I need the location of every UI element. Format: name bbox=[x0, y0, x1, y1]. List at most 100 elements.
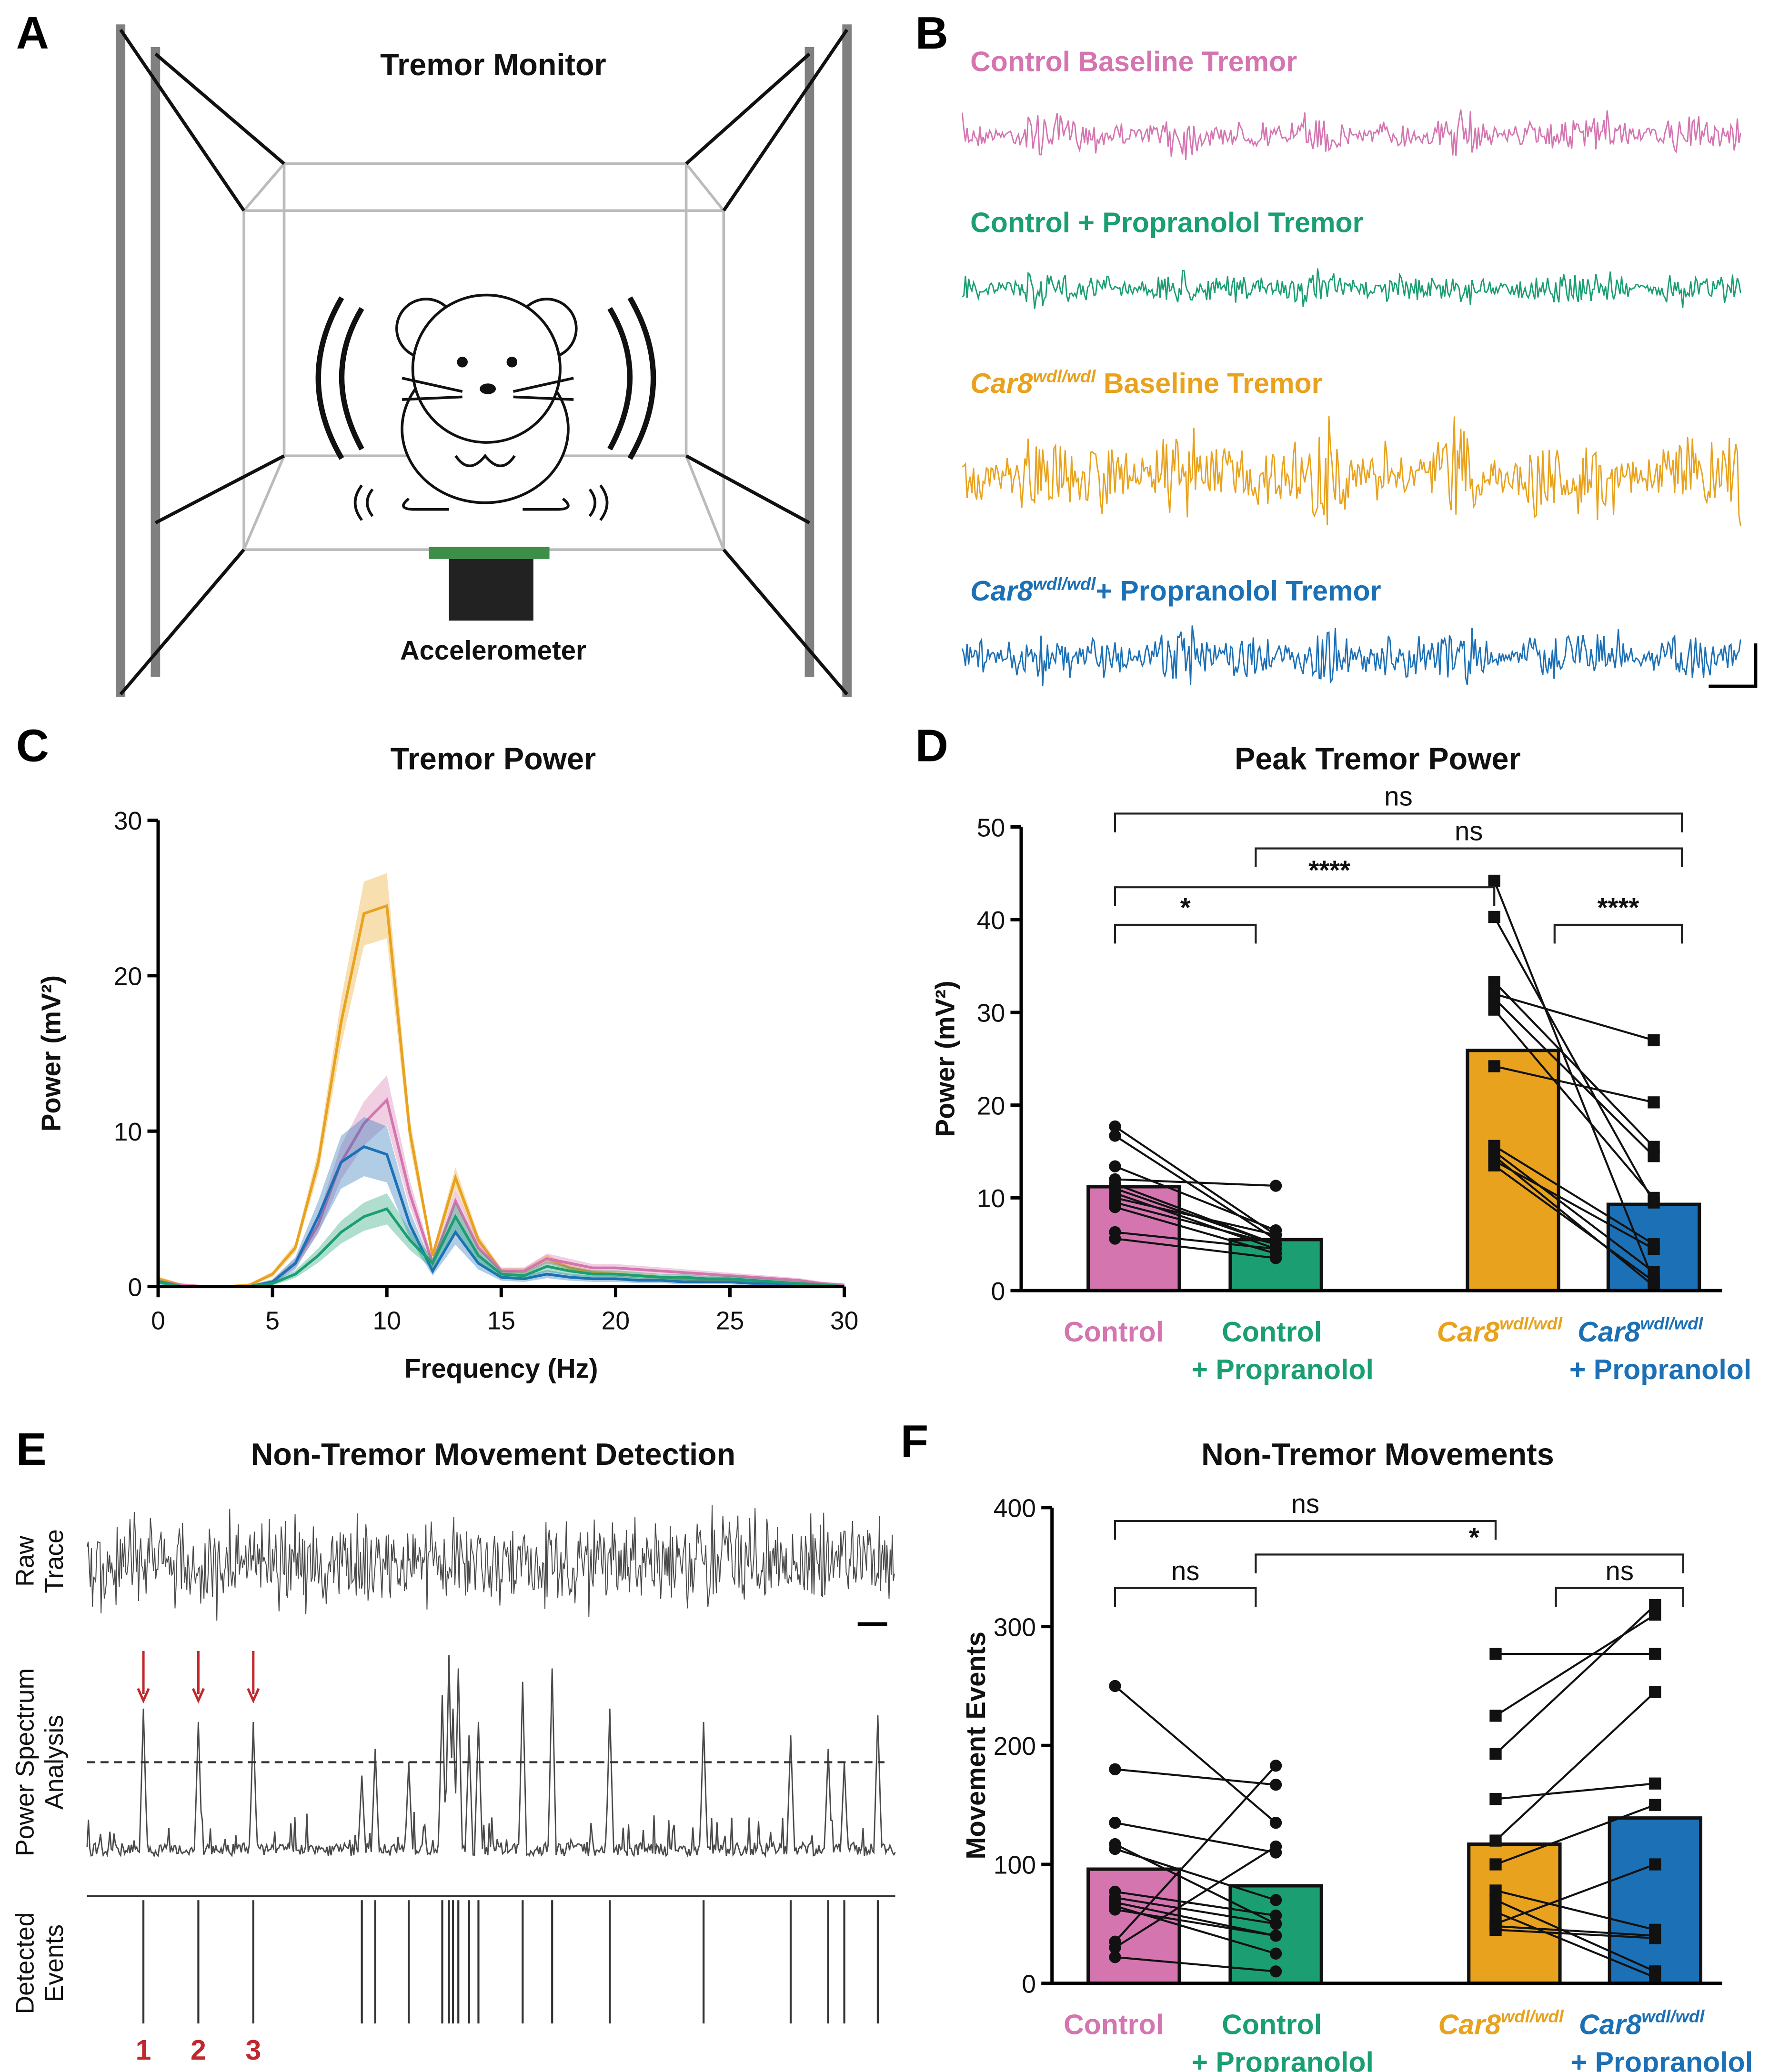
row-label: Detected Events bbox=[11, 1912, 69, 2014]
pair-line bbox=[1493, 1155, 1655, 1287]
series-line bbox=[158, 1207, 844, 1288]
pair-line bbox=[1494, 1065, 1654, 1103]
significance-label: ns bbox=[1455, 816, 1483, 846]
y-tick-label: 10 bbox=[977, 1185, 1005, 1213]
category-label-line2: + Propranolol bbox=[1191, 2046, 1373, 2072]
trace-title-superscript: wdl/wdl bbox=[1033, 366, 1096, 386]
data-point bbox=[1488, 1003, 1500, 1016]
data-point bbox=[1489, 1894, 1502, 1906]
pair-line bbox=[1114, 1765, 1277, 1942]
panel-e-title: Non-Tremor Movement Detection bbox=[251, 1437, 735, 1471]
arrow-head-icon bbox=[191, 1688, 205, 1704]
data-point bbox=[1109, 1201, 1121, 1213]
category-label: Car8wdl/wdl bbox=[1437, 1314, 1563, 1348]
data-point bbox=[1109, 1232, 1121, 1245]
row-label-line: Raw bbox=[11, 1536, 39, 1587]
data-point bbox=[1269, 1242, 1282, 1255]
data-point bbox=[1269, 1760, 1282, 1772]
data-point bbox=[1489, 1834, 1502, 1847]
chart-title: Tremor Power bbox=[391, 741, 596, 776]
significance-bracket bbox=[1255, 847, 1683, 867]
data-point bbox=[1648, 1034, 1660, 1047]
trace-title: Car8wdl/wdl Baseline Tremor bbox=[970, 366, 1323, 399]
pair-line bbox=[1115, 1768, 1276, 1786]
y-tick-label: 50 bbox=[977, 814, 1005, 842]
chart-title: Non-Tremor Movements bbox=[1201, 1437, 1554, 1471]
significance-bracket bbox=[1114, 1587, 1257, 1607]
pair-line bbox=[1114, 1135, 1276, 1241]
y-tick-label: 0 bbox=[128, 1273, 142, 1301]
data-point bbox=[1488, 976, 1500, 988]
pair-line bbox=[1495, 1691, 1656, 1842]
pair-line bbox=[1115, 1848, 1276, 1901]
tremor-trace bbox=[962, 268, 1741, 309]
pair-line bbox=[1494, 993, 1654, 1041]
row-label-line: Trace bbox=[40, 1529, 69, 1593]
bar bbox=[1086, 1185, 1181, 1292]
panel-a-title: Tremor Monitor bbox=[380, 47, 606, 82]
row-label-line: Power Spectrum bbox=[11, 1668, 39, 1856]
data-point bbox=[1109, 1130, 1121, 1142]
category-name: Car8 bbox=[1437, 1316, 1500, 1348]
y-tick-label: 300 bbox=[994, 1613, 1036, 1642]
data-point bbox=[1648, 1150, 1660, 1162]
y-tick-label: 400 bbox=[994, 1495, 1036, 1523]
significance-label: **** bbox=[1308, 855, 1350, 885]
arrow-head-icon bbox=[247, 1688, 260, 1704]
data-point bbox=[1269, 1894, 1282, 1906]
x-tick-label: 25 bbox=[716, 1307, 744, 1335]
significance-label: * bbox=[1180, 892, 1191, 922]
arrow-head-icon bbox=[137, 1688, 150, 1704]
data-point bbox=[1109, 1680, 1121, 1692]
trace-title: Control Baseline Tremor bbox=[970, 46, 1297, 78]
row-label-line: Detected bbox=[11, 1912, 39, 2014]
category-name: Car8 bbox=[1579, 2009, 1642, 2041]
pair-line bbox=[1115, 1237, 1276, 1260]
series-line bbox=[158, 1097, 844, 1288]
pair-line bbox=[1115, 1822, 1276, 1854]
data-point bbox=[1649, 1648, 1661, 1660]
category-label: Control bbox=[1222, 1316, 1322, 1348]
pair-line bbox=[1494, 1160, 1655, 1250]
data-point bbox=[1649, 1858, 1661, 1871]
data-point bbox=[1109, 1763, 1121, 1775]
significance-bracket bbox=[1255, 1553, 1685, 1573]
data-point bbox=[1109, 1951, 1121, 1963]
trace-title-rest: Baseline Tremor bbox=[1096, 368, 1322, 399]
category-name: Control bbox=[1222, 1316, 1322, 1348]
category-name: Control bbox=[1222, 2009, 1322, 2041]
scale-bar bbox=[1709, 643, 1758, 688]
data-point bbox=[1489, 1923, 1502, 1936]
category-label-line2: + Propranolol bbox=[1191, 1354, 1373, 1385]
category-label: Control bbox=[1222, 2009, 1322, 2041]
trace-title-superscript: wdl/wdl bbox=[1033, 574, 1096, 594]
event-number: 1 bbox=[136, 2034, 151, 2066]
significance-label: ns bbox=[1291, 1489, 1319, 1519]
trace-title-rest: + Propranolol Tremor bbox=[1096, 575, 1381, 607]
panel-d: D Peak Tremor Power 0 10 20 30 40 50 Power (mV²)… bbox=[915, 721, 1752, 1385]
panel-c: C Tremor Power 0 10 20 30 0 5 10 15 20 25 30 Frequenc… bbox=[16, 721, 859, 1383]
category-name: Car8 bbox=[1578, 1316, 1640, 1348]
pair-line bbox=[1495, 1925, 1655, 1937]
data-point bbox=[1489, 1748, 1502, 1760]
y-tick-label: 30 bbox=[114, 807, 142, 835]
chart-title: Peak Tremor Power bbox=[1235, 741, 1521, 776]
y-tick-label: 20 bbox=[977, 1092, 1005, 1120]
pair-line bbox=[1495, 1782, 1656, 1800]
significance-label: **** bbox=[1598, 892, 1639, 922]
data-point bbox=[1269, 1229, 1282, 1241]
data-point bbox=[1109, 1942, 1121, 1954]
panel-label-f: F bbox=[901, 1416, 928, 1467]
data-point bbox=[1649, 1799, 1661, 1811]
pair-line bbox=[1493, 1151, 1655, 1273]
event-number: 3 bbox=[245, 2034, 261, 2066]
trace-title-genotype: Car8 bbox=[970, 368, 1033, 399]
category-label: Car8wdl/wdl bbox=[1438, 2006, 1564, 2040]
pair-line bbox=[1115, 1165, 1276, 1231]
pair-line bbox=[1115, 1201, 1276, 1245]
significance-bracket bbox=[1114, 886, 1496, 906]
category-label-line2: + Propranolol bbox=[1569, 1354, 1751, 1385]
category-superscript: wdl/wdl bbox=[1640, 1314, 1704, 1333]
panel-label-c: C bbox=[16, 721, 49, 771]
pair-line bbox=[1115, 1178, 1276, 1187]
